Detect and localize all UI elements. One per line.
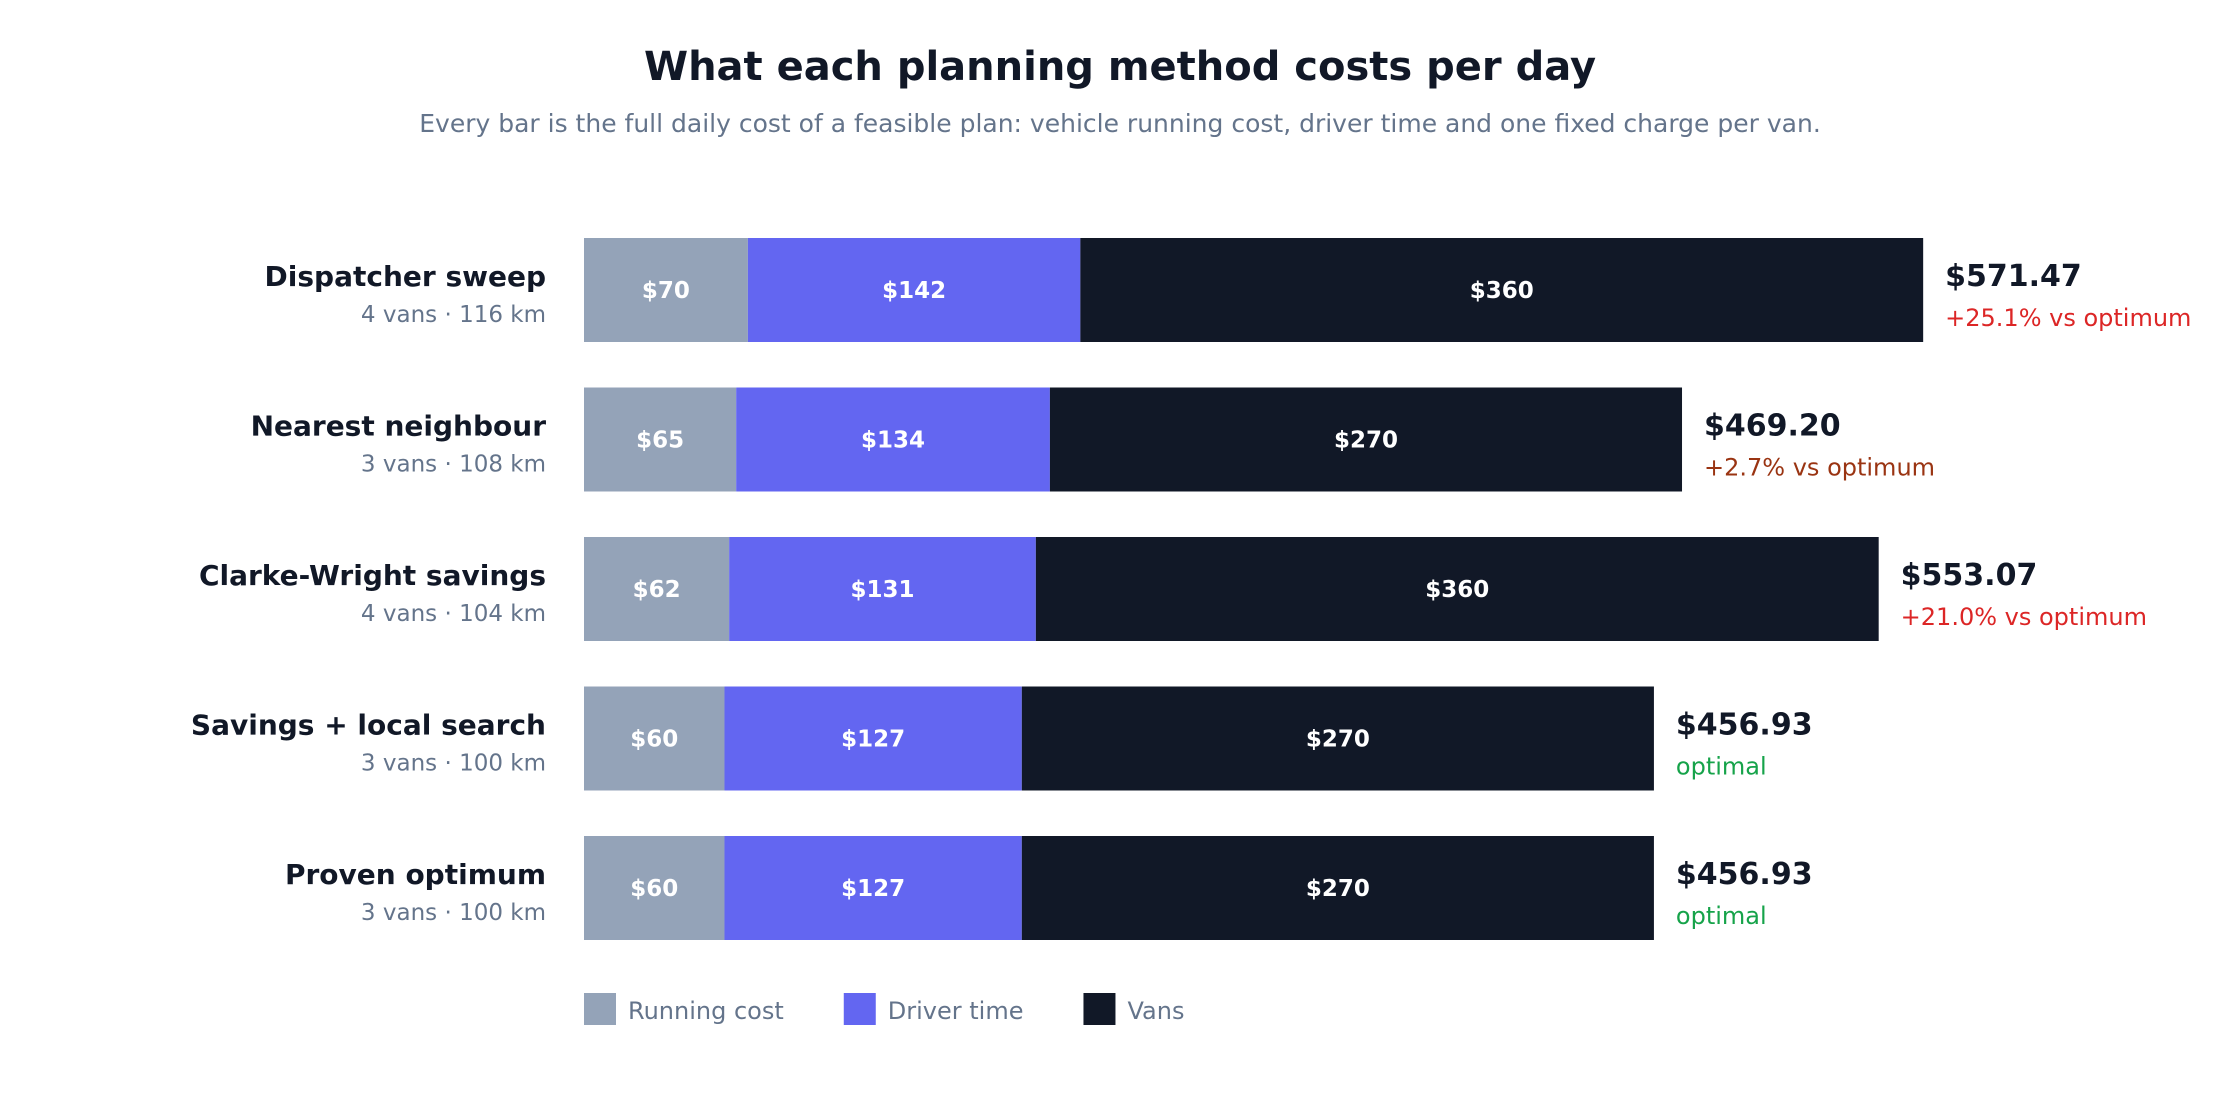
total-label: $571.47: [1945, 259, 2082, 294]
total-label: $469.20: [1704, 409, 1841, 444]
chart-subtitle: Every bar is the full daily cost of a fe…: [419, 109, 1821, 138]
category-label: Proven optimum: [285, 858, 546, 891]
total-label: $456.93: [1676, 708, 1813, 743]
segment-value-label: $360: [1470, 278, 1534, 304]
legend-swatch: [843, 993, 876, 1025]
total-label: $456.93: [1676, 857, 1813, 892]
segment-value-label: $134: [861, 428, 925, 454]
category-detail: 3 vans · 108 km: [361, 452, 546, 478]
segment-value-label: $131: [850, 577, 914, 603]
bar-segment: [1021, 836, 1654, 940]
bar-row: Dispatcher sweep 4 vans · 116 km $70 $142 $3…: [265, 238, 2191, 342]
legend-swatch: [584, 993, 616, 1025]
segment-value-label: $127: [841, 727, 905, 753]
delta-label: optimal: [1676, 902, 1767, 930]
segment-value-label: $70: [642, 278, 690, 304]
segment-value-label: $65: [636, 428, 684, 454]
delta-label: +25.1% vs optimum: [1945, 304, 2191, 332]
bar-row: Clarke-Wright savings 4 vans · 104 km $62 $…: [199, 537, 2147, 641]
legend: Running cost Driver time Vans: [584, 993, 1184, 1025]
legend-item: Vans: [1083, 993, 1184, 1025]
bar-segment: [584, 686, 725, 791]
segment-value-label: $62: [633, 577, 681, 603]
bar-segment: [1049, 387, 1683, 492]
bar-segment: [1021, 686, 1654, 791]
bar-row: Proven optimum 3 vans · 100 km $60 $127 $270…: [285, 836, 1813, 940]
segment-value-label: $270: [1306, 876, 1370, 902]
bar-segment: [584, 537, 730, 641]
delta-label: +2.7% vs optimum: [1704, 454, 1935, 482]
category-detail: 3 vans · 100 km: [361, 751, 546, 777]
bar-segment: [584, 836, 725, 940]
legend-item: Driver time: [843, 993, 1024, 1025]
bar-segment: [724, 686, 1022, 791]
delta-label: +21.0% vs optimum: [1901, 603, 2147, 631]
segment-value-label: $127: [841, 876, 905, 902]
segment-value-label: $60: [630, 876, 678, 902]
bar-segment: [1080, 238, 1924, 342]
bar-rows: Dispatcher sweep 4 vans · 116 km $70 $142 $3…: [191, 238, 2191, 940]
chart-title: What each planning method costs per day: [644, 44, 1596, 90]
segment-value-label: $270: [1334, 428, 1398, 454]
category-label: Clarke-Wright savings: [199, 559, 546, 592]
total-label: $553.07: [1901, 558, 2038, 593]
legend-label: Driver time: [888, 997, 1024, 1025]
delta-label: optimal: [1676, 753, 1767, 781]
bar-row: Savings + local search 3 vans · 100 km $60…: [191, 686, 1813, 791]
category-label: Nearest neighbour: [251, 410, 547, 443]
bar-segment: [584, 387, 737, 492]
category-detail: 3 vans · 100 km: [361, 900, 546, 926]
bar-segment: [747, 238, 1081, 342]
bar-row: Nearest neighbour 3 vans · 108 km $65 $134 $…: [251, 387, 1935, 492]
bar-segment: [724, 836, 1022, 940]
bar-segment: [736, 387, 1050, 492]
category-label: Savings + local search: [191, 709, 546, 742]
category-label: Dispatcher sweep: [265, 260, 546, 293]
segment-value-label: $60: [630, 727, 678, 753]
category-detail: 4 vans · 116 km: [361, 302, 546, 328]
legend-label: Running cost: [628, 997, 784, 1025]
segment-value-label: $142: [882, 278, 946, 304]
bar-segment: [1035, 537, 1879, 641]
segment-value-label: $270: [1306, 727, 1370, 753]
bar-segment: [584, 238, 748, 342]
category-detail: 4 vans · 104 km: [361, 601, 546, 627]
legend-swatch: [1083, 993, 1116, 1025]
bar-segment: [729, 537, 1036, 641]
legend-label: Vans: [1127, 997, 1184, 1025]
legend-item: Running cost: [584, 993, 784, 1025]
segment-value-label: $360: [1425, 577, 1489, 603]
